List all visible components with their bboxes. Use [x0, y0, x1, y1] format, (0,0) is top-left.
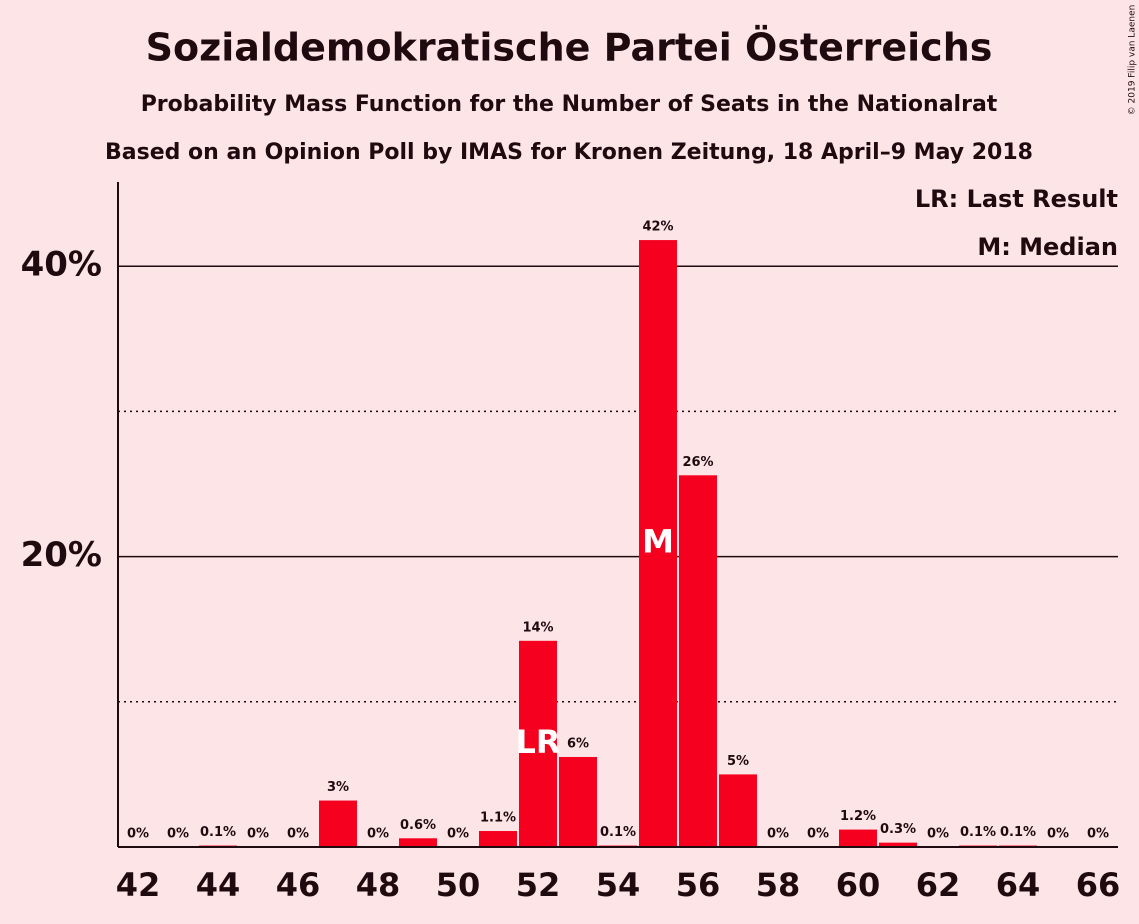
y-tick-label: 40% [21, 245, 102, 285]
x-tick-label: 62 [916, 866, 961, 904]
value-label: 5% [727, 754, 749, 769]
value-label: 0% [247, 827, 269, 842]
x-tick-label: 44 [196, 866, 241, 904]
x-tick-label: 64 [996, 866, 1041, 904]
x-tick-label: 48 [356, 866, 401, 904]
value-label: 0% [367, 827, 389, 842]
value-label: 0% [927, 827, 949, 842]
legend-entry: M: Median [977, 233, 1118, 261]
value-label: 0% [287, 827, 309, 842]
annotation: LR [515, 723, 560, 761]
legend-entry: LR: Last Result [915, 185, 1118, 213]
bar [479, 831, 517, 847]
bar [519, 640, 557, 847]
copyright: © 2019 Filip van Laenen [1128, 5, 1138, 116]
x-tick-label: 52 [516, 866, 561, 904]
bar [319, 800, 357, 847]
value-label: 0.6% [400, 818, 436, 833]
value-label: 6% [567, 736, 589, 751]
x-tick-label: 54 [596, 866, 641, 904]
x-tick-label: 42 [116, 866, 161, 904]
chart-title: Sozialdemokratische Partei Österreichs [146, 26, 993, 70]
bar [559, 756, 597, 847]
value-label: 0% [167, 827, 189, 842]
y-tick-label: 20% [21, 535, 102, 575]
value-label: 0.1% [600, 825, 636, 840]
value-label: 0% [807, 827, 829, 842]
x-tick-label: 66 [1076, 866, 1121, 904]
value-label: 0% [1087, 827, 1109, 842]
x-tick-label: 60 [836, 866, 881, 904]
value-label: 0% [1047, 827, 1069, 842]
value-label: 3% [327, 780, 349, 795]
x-tick-label: 46 [276, 866, 321, 904]
bar [639, 240, 677, 847]
value-label: 0.3% [880, 822, 916, 837]
value-label: 14% [522, 620, 553, 635]
value-label: 0% [447, 827, 469, 842]
x-tick-label: 50 [436, 866, 481, 904]
value-label: 0.1% [1000, 825, 1036, 840]
value-label: 42% [642, 220, 673, 235]
chart-subtitle: Probability Mass Function for the Number… [141, 92, 998, 117]
x-tick-label: 56 [676, 866, 721, 904]
bar [679, 475, 717, 847]
value-label: 26% [682, 455, 713, 470]
value-label: 1.1% [480, 811, 516, 826]
bar [719, 774, 757, 847]
x-tick-label: 58 [756, 866, 801, 904]
value-label: 0.1% [960, 825, 996, 840]
bar [399, 838, 437, 847]
chart-subtitle: Based on an Opinion Poll by IMAS for Kro… [105, 140, 1033, 165]
bar [839, 829, 877, 847]
bar [879, 842, 917, 847]
value-label: 0.1% [200, 825, 236, 840]
value-label: 0% [767, 827, 789, 842]
annotation: M [642, 523, 674, 561]
value-label: 0% [127, 827, 149, 842]
value-label: 1.2% [840, 809, 876, 824]
